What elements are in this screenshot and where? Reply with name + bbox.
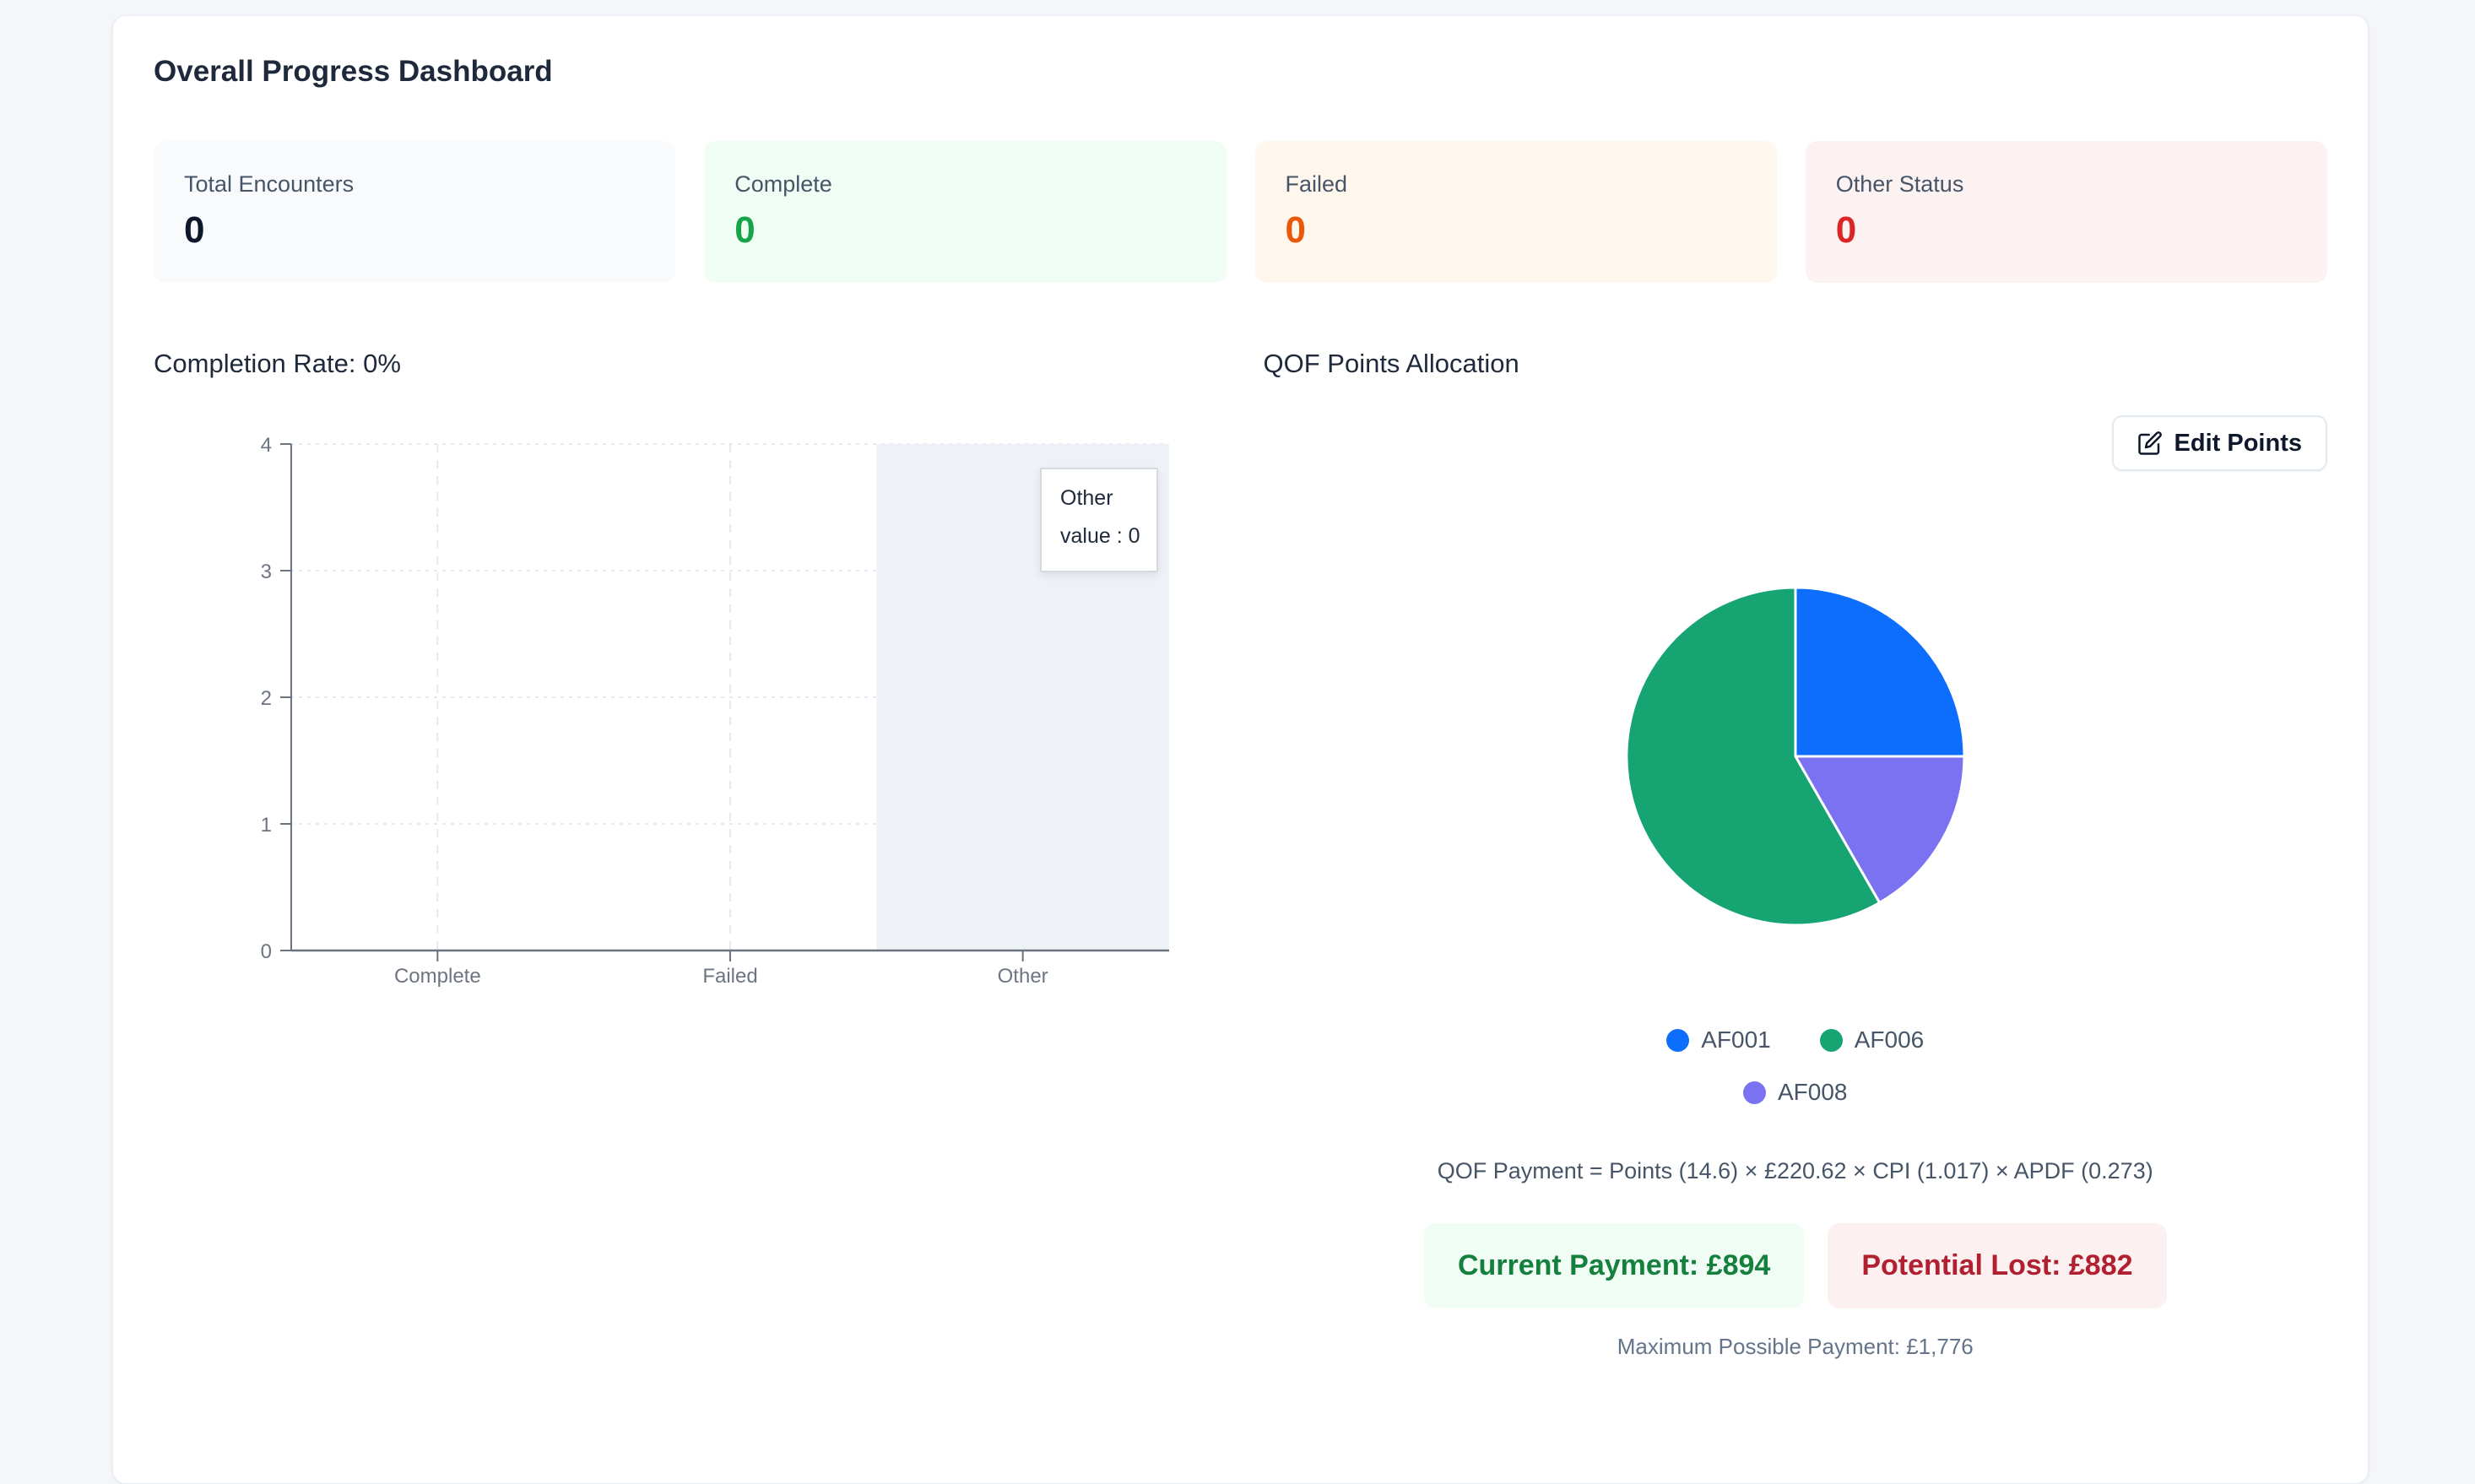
- stat-value: 0: [1835, 209, 1857, 251]
- svg-text:4: 4: [261, 434, 272, 457]
- stat-label: Total Encounters: [184, 171, 355, 197]
- legend-item-AF001[interactable]: AF001: [1666, 1026, 1771, 1053]
- svg-text:2: 2: [261, 687, 272, 710]
- stat-value: 0: [734, 209, 755, 251]
- tooltip-category: Other: [1060, 486, 1113, 510]
- pie-slice-AF006[interactable]: [1625, 586, 1881, 927]
- stat-card-total-encounters: Total Encounters 0: [154, 141, 676, 283]
- pie-slice-AF008[interactable]: [1794, 755, 1966, 904]
- pie-slice-AF001[interactable]: [1794, 586, 1966, 758]
- edit-points-button[interactable]: Edit Points: [2111, 415, 2327, 471]
- chart-tooltip: Other value : 0: [1040, 468, 1158, 572]
- current-payment-box: Current Payment: £894: [1423, 1223, 1805, 1308]
- stat-card-other-status: Other Status 0: [1805, 141, 2327, 283]
- completion-bar-chart[interactable]: 0 1 2 3 4 Complete Failed Other Other value : 0: [154, 430, 1218, 1016]
- legend-dot: [1819, 1028, 1843, 1052]
- stat-label: Other Status: [1835, 171, 1964, 197]
- dashboard-card: Overall Progress Dashboard Total Encount…: [112, 15, 2369, 1484]
- stats-row: Total Encounters 0 Complete 0 Failed 0 O…: [154, 141, 2327, 283]
- potential-lost-box: Potential Lost: £882: [1828, 1223, 2167, 1308]
- stat-label: Failed: [1285, 171, 1348, 197]
- stat-card-complete: Complete 0: [704, 141, 1227, 283]
- page-title: Overall Progress Dashboard: [154, 55, 553, 88]
- edit-icon: [2137, 431, 2163, 456]
- edit-points-label: Edit Points: [2174, 429, 2302, 457]
- legend-item-AF006[interactable]: AF006: [1819, 1026, 1925, 1053]
- tooltip-value: value : 0: [1060, 524, 1140, 548]
- stat-card-failed: Failed 0: [1254, 141, 1777, 283]
- qof-heading: QOF Points Allocation: [1263, 349, 1519, 378]
- stat-value: 0: [184, 209, 205, 251]
- svg-text:1: 1: [261, 814, 272, 837]
- completion-section: Completion Rate: 0% 0 1 2 3 4 Complete Failed O…: [154, 349, 1218, 1360]
- svg-text:Complete: Complete: [394, 965, 481, 988]
- qof-formula: QOF Payment = Points (14.6) × £220.62 × …: [1437, 1158, 2153, 1183]
- pie-legend: AF001 AF006 AF008: [1639, 1026, 1952, 1106]
- legend-item-AF008[interactable]: AF008: [1743, 1079, 1848, 1106]
- stat-label: Complete: [734, 171, 832, 197]
- legend-dot: [1743, 1081, 1766, 1104]
- max-payment-text: Maximum Possible Payment: £1,776: [1617, 1334, 1974, 1359]
- svg-text:3: 3: [261, 561, 272, 583]
- completion-heading: Completion Rate: 0%: [154, 349, 401, 378]
- qof-section: QOF Points Allocation Edit Points AF001 A…: [1263, 349, 2327, 1360]
- legend-label: AF006: [1854, 1026, 1925, 1053]
- legend-label: AF001: [1701, 1026, 1771, 1053]
- legend-dot: [1666, 1028, 1690, 1052]
- svg-text:0: 0: [261, 940, 272, 963]
- svg-text:Other: Other: [998, 965, 1048, 988]
- legend-label: AF008: [1778, 1079, 1848, 1105]
- svg-text:Failed: Failed: [702, 965, 757, 988]
- qof-pie-chart[interactable]: [1625, 586, 1966, 927]
- stat-value: 0: [1285, 209, 1306, 251]
